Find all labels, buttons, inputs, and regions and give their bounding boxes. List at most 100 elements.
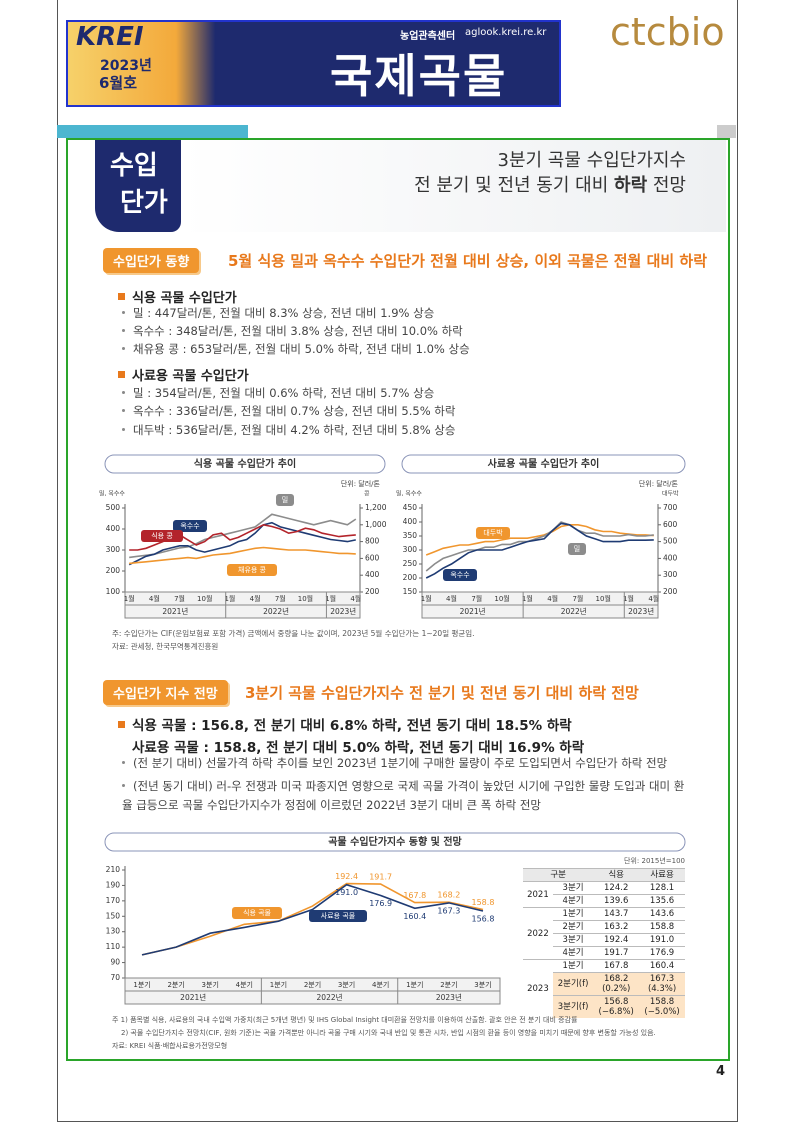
list-item: 채유용 콩 : 653달러/톤, 전월 대비 5.0% 하락, 전년 대비 1.…	[122, 341, 470, 357]
data-label: 168.2	[437, 891, 460, 900]
series-name: 식용 곡물	[243, 908, 272, 917]
table-cell-line: 168.2	[604, 974, 629, 984]
y-axis-label: 밀, 옥수수	[396, 490, 422, 498]
x-tick-label: 4월	[446, 594, 457, 603]
table-header-cell: 사료용	[639, 868, 685, 882]
table-cell-line: (0.2%)	[602, 984, 631, 994]
list-item: 밀 : 447달러/톤, 전월 대비 8.3% 상승, 전년 대비 1.9% 상…	[122, 305, 434, 321]
series-tag	[232, 907, 282, 919]
y2-axis-label: 대두박	[662, 490, 679, 498]
chart-title: 곡물 수입단가지수 동향 및 전망	[328, 835, 462, 848]
x-tick-label: 2분기	[167, 980, 184, 989]
y-tick-label: 250	[403, 559, 418, 568]
series-tag	[476, 527, 510, 539]
series-name: 밀	[574, 545, 580, 553]
page-number: 4	[716, 1064, 726, 1079]
headline-text: 전 분기 및 전년 동기 대비	[414, 175, 609, 196]
y-tick-label: 110	[106, 942, 121, 951]
chart-unit: 단위: 달러/톤	[639, 479, 679, 488]
table-cell: 135.6	[639, 894, 685, 908]
y-tick-label: 300	[403, 545, 418, 554]
y2-tick-label: 600	[663, 520, 678, 529]
y-tick-label: 300	[106, 545, 121, 554]
table-cell: 176.9	[639, 946, 685, 960]
series-name: 사료용 곡물	[321, 911, 356, 920]
data-label: 192.4	[335, 872, 358, 881]
table-cell-line: 163.2	[604, 922, 629, 932]
table-cell: 139.6	[593, 894, 640, 908]
x-tick-label: 3분기	[202, 980, 219, 989]
series-line	[128, 521, 356, 566]
list-item: 대두박 : 536달러/톤, 전월 대비 4.2% 하락, 전년 대비 5.8%…	[122, 422, 455, 438]
headline-band	[180, 140, 726, 232]
table-cell-line: 191.0	[649, 935, 675, 945]
table-cell-line: 135.6	[649, 896, 675, 906]
y2-tick-label: 700	[663, 503, 678, 512]
accent-bar	[57, 125, 248, 138]
series-tag	[568, 543, 586, 555]
content-frame	[66, 138, 730, 1061]
year-label: 2021년	[180, 992, 206, 1002]
section-tag: 수입단가 동향	[103, 248, 200, 273]
x-tick-label: 1분기	[270, 980, 287, 989]
table-cell-line: 139.6	[604, 896, 629, 906]
table-year-cell: 2021	[523, 881, 553, 908]
x-tick-label: 1월	[224, 594, 235, 603]
series-line	[141, 882, 484, 956]
series-line	[141, 883, 484, 956]
x-tick-label: 7월	[174, 594, 185, 603]
x-tick-label: 1분기	[133, 980, 150, 989]
issue-year: 2023년	[100, 58, 152, 74]
table-row: 3분기 192.4 191.0	[523, 933, 685, 947]
x-tick-label: 10월	[197, 594, 212, 603]
series-line	[129, 513, 357, 559]
table-cell: 2분기(f)	[552, 972, 594, 996]
year-label: 2021년	[460, 606, 486, 616]
page-frame	[57, 0, 738, 1122]
table-row: 4분기 139.6 135.6	[523, 894, 685, 908]
highlight: 식용 곡물 : 156.8, 전 분기 대비 6.8% 하락, 전년 동기 대비…	[118, 714, 572, 734]
y-axis-label: 밀, 옥수수	[99, 490, 125, 498]
x-tick-label: 2분기	[304, 980, 321, 989]
data-label: 191.0	[335, 888, 358, 897]
table-cell: 192.4	[593, 933, 640, 947]
headline-emphasis: 하락	[614, 175, 648, 196]
x-tick-label: 10월	[298, 594, 313, 603]
y-tick-label: 400	[403, 517, 418, 526]
x-tick-label: 1월	[623, 594, 634, 603]
y2-tick-label: 1,000	[365, 520, 387, 529]
table-cell: 168.2 (0.2%)	[593, 972, 640, 996]
badge	[95, 140, 181, 232]
y2-tick-label: 300	[663, 570, 678, 579]
x-tick-label: 1월	[325, 594, 336, 603]
table-cell-line: 192.4	[604, 935, 629, 945]
series-tag	[227, 564, 277, 576]
table-cell: 1분기	[552, 959, 594, 973]
group-heading: 식용 곡물 수입단가	[118, 287, 237, 306]
table-row: 2021 3분기 124.2 128.1	[523, 881, 685, 908]
table-cell: 163.2	[593, 920, 640, 934]
table-cell: 160.4	[639, 959, 685, 973]
series-line	[425, 524, 654, 556]
header-box	[66, 20, 561, 107]
data-label: 156.8	[472, 915, 495, 924]
y-tick-label: 350	[403, 531, 418, 540]
issue-month: 6월호	[99, 74, 138, 92]
chart-title-pill	[104, 832, 686, 852]
y2-tick-label: 400	[663, 553, 678, 562]
y2-tick-label: 200	[365, 587, 380, 596]
headline: 3분기 곡물 수입단가지수 전 분기 및 전년 동기 대비 하락 전망	[414, 148, 686, 198]
year-label: 2022년	[317, 992, 343, 1002]
table-header-cell: 구분	[523, 868, 594, 882]
y-tick-label: 130	[106, 927, 121, 936]
y2-tick-label: 400	[365, 570, 380, 579]
logo: ctcbio	[610, 10, 725, 54]
table-cell: 4분기	[552, 946, 594, 960]
table-cell: 191.0	[639, 933, 685, 947]
y-tick-label: 190	[106, 880, 121, 889]
y2-tick-label: 600	[365, 553, 380, 562]
table-cell-line: 167.8	[604, 961, 629, 971]
accent-bar	[717, 125, 736, 138]
chart-unit: 단위: 달러/톤	[341, 479, 381, 488]
table-cell-line: 191.7	[604, 948, 629, 958]
